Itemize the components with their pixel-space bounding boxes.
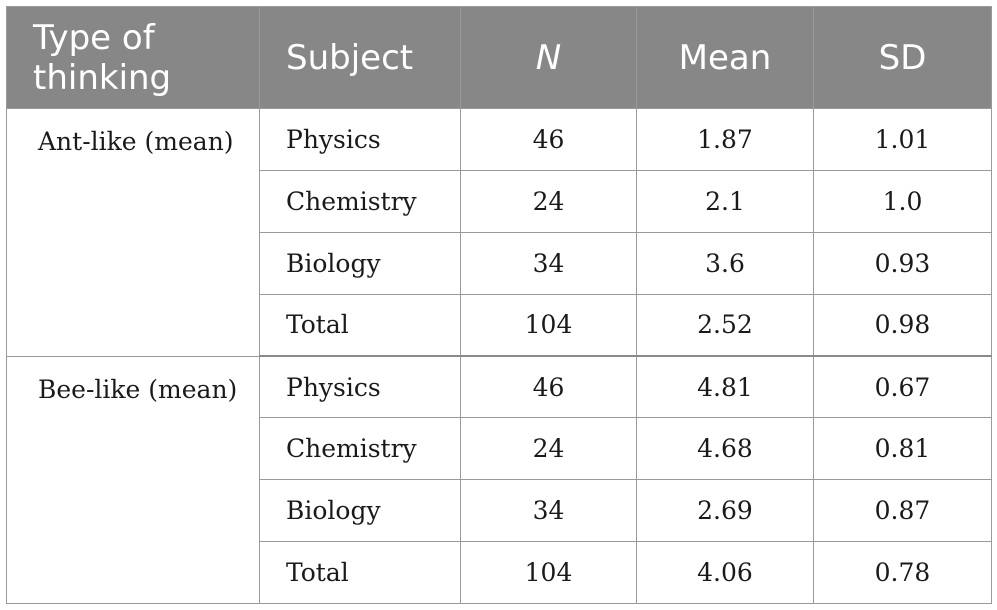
- statistics-table: Type of thinking Subject N Mean SD Ant-l…: [6, 6, 992, 604]
- mean-cell: 1.87: [636, 108, 814, 171]
- n-cell: 24: [460, 417, 637, 481]
- subject-cell: Total: [259, 541, 461, 604]
- table-row: Total 104 4.06 0.78: [7, 541, 992, 604]
- header-row: Type of thinking Subject N Mean SD: [6, 6, 992, 109]
- table-row: Biology 34 3.6 0.93: [7, 231, 992, 295]
- sd-cell: 0.78: [813, 541, 992, 604]
- table-row: Chemistry 24 4.68 0.81: [7, 417, 992, 481]
- subject-cell: Chemistry: [259, 417, 461, 481]
- mean-cell: 3.6: [636, 231, 814, 295]
- header-mean: Mean: [636, 6, 814, 109]
- n-cell: 46: [460, 355, 637, 419]
- mean-cell: 4.81: [636, 355, 814, 419]
- sd-cell: 0.98: [813, 293, 992, 357]
- mean-cell: 4.06: [636, 541, 814, 604]
- n-cell: 46: [460, 108, 637, 171]
- subject-cell: Total: [259, 293, 461, 357]
- header-n: N: [460, 6, 637, 109]
- table-row: Total 104 2.52 0.98: [7, 293, 992, 357]
- header-subject: Subject: [259, 6, 461, 109]
- mean-cell: 4.68: [636, 417, 814, 481]
- subject-cell: Biology: [259, 479, 461, 543]
- mean-cell: 2.69: [636, 479, 814, 543]
- subject-cell: Physics: [259, 108, 461, 171]
- mean-cell: 2.1: [636, 169, 814, 233]
- sd-cell: 0.87: [813, 479, 992, 543]
- n-cell: 34: [460, 479, 637, 543]
- n-cell: 104: [460, 293, 637, 357]
- sd-cell: 0.81: [813, 417, 992, 481]
- sd-cell: 1.0: [813, 169, 992, 233]
- subject-cell: Biology: [259, 231, 461, 295]
- n-cell: 24: [460, 169, 637, 233]
- subject-cell: Chemistry: [259, 169, 461, 233]
- subject-cell: Physics: [259, 355, 461, 419]
- sd-cell: 1.01: [813, 108, 992, 171]
- group-label-bee-like: Bee-like (mean): [6, 355, 260, 604]
- table-row: Ant-like (mean) Physics 46 1.87 1.01: [6, 108, 992, 357]
- n-cell: 34: [460, 231, 637, 295]
- sd-cell: 0.93: [813, 231, 992, 295]
- header-sd: SD: [813, 6, 992, 109]
- n-cell: 104: [460, 541, 637, 604]
- header-type-of-thinking: Type of thinking: [6, 6, 260, 109]
- sd-cell: 0.67: [813, 355, 992, 419]
- table-row: Bee-like (mean) Physics 46 4.81 0.67: [6, 355, 992, 604]
- table-row: Biology 34 2.69 0.87: [7, 479, 992, 543]
- group-label-ant-like: Ant-like (mean): [6, 108, 260, 357]
- mean-cell: 2.52: [636, 293, 814, 357]
